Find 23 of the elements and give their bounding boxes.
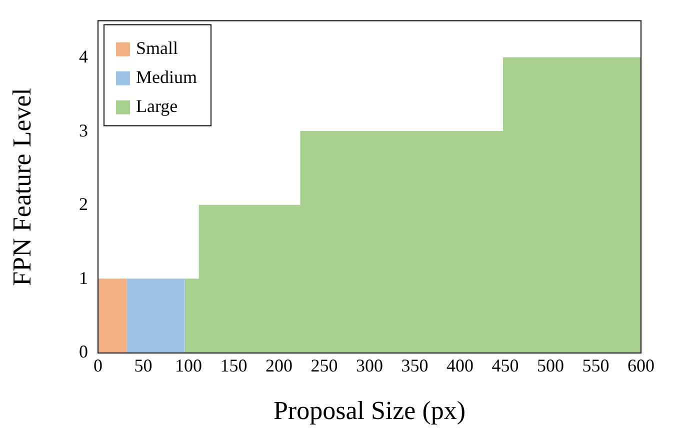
x-tick-label: 550	[582, 356, 610, 376]
x-tick-label: 200	[266, 356, 292, 376]
x-tick-label: 400	[446, 356, 474, 376]
x-tick-label: 350	[401, 356, 428, 376]
x-tick-label: 150	[220, 356, 248, 376]
x-tick-label: 100	[175, 356, 202, 376]
y-tick-label: 2	[79, 194, 88, 214]
x-tick-label: 250	[310, 356, 338, 376]
legend-label: Small	[136, 38, 178, 58]
y-axis-title: FPN Feature Level	[7, 88, 36, 286]
x-tick-label: 300	[356, 356, 383, 376]
x-tick-label: 450	[492, 356, 519, 376]
x-tick-label: 500	[537, 356, 564, 376]
y-tick-label: 1	[79, 268, 88, 288]
x-tick-label: 50	[134, 356, 152, 376]
y-tick-label: 4	[79, 46, 88, 66]
x-tick-label: 600	[628, 356, 654, 376]
x-axis-title: Proposal Size (px)	[273, 396, 466, 426]
y-tick-label: 0	[79, 342, 88, 362]
x-tick-label: 0	[94, 356, 102, 376]
legend-label: Medium	[136, 67, 197, 88]
y-tick-label: 3	[79, 120, 88, 140]
legend-label: Large	[136, 96, 178, 116]
